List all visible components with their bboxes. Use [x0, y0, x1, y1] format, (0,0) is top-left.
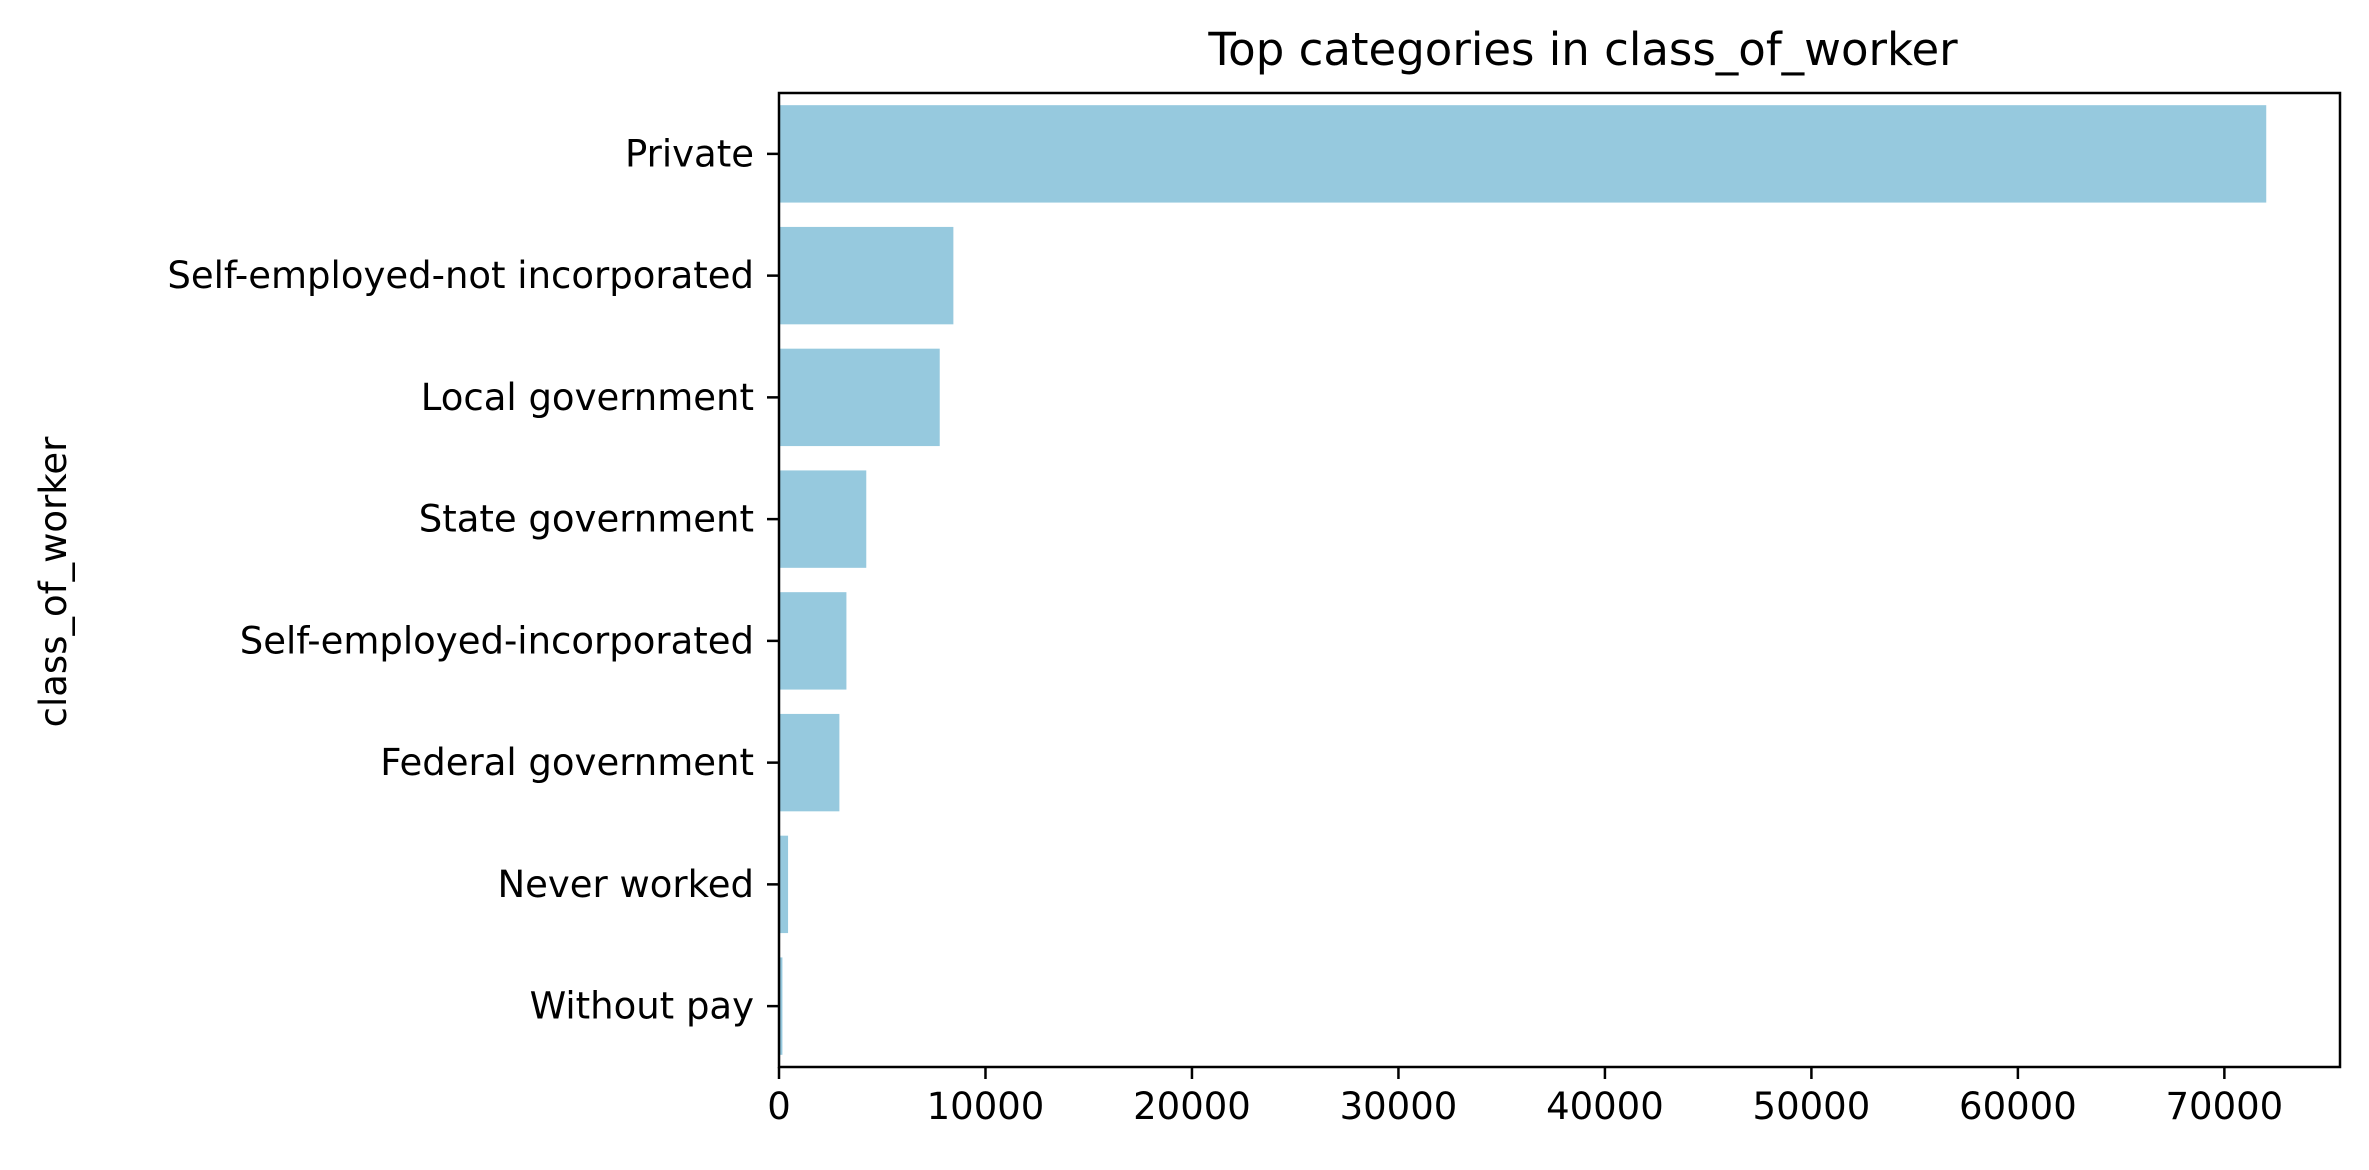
- chart-title: Top categories in class_of_worker: [1207, 23, 1958, 76]
- y-axis-ticks: Private Self-employed-not incorporated Loc…: [167, 132, 779, 1028]
- y-tick-label: Never worked: [497, 863, 754, 906]
- plot-frame: [777, 91, 2342, 1069]
- x-tick-label: 30000: [1340, 1085, 1458, 1128]
- y-tick-label: Without pay: [530, 985, 754, 1028]
- bar-state-government: [779, 470, 867, 568]
- bar-without-pay: [779, 957, 783, 1055]
- x-tick-label: 0: [767, 1085, 791, 1128]
- x-tick-label: 20000: [1133, 1085, 1251, 1128]
- y-tick-label: Self-employed-incorporated: [240, 619, 754, 662]
- y-tick-label: Private: [625, 132, 754, 175]
- bar-private: [779, 105, 2267, 203]
- x-tick-label: 50000: [1753, 1085, 1871, 1128]
- bar-self-employed-not-incorporated: [779, 226, 954, 325]
- x-tick-label: 60000: [1959, 1085, 2077, 1128]
- x-axis-ticks: 0 10000 20000 30000 40000 50000 60000 70000: [767, 1067, 2283, 1128]
- y-tick-label: Federal government: [380, 741, 754, 784]
- bar-never-worked: [779, 835, 789, 934]
- y-tick-label: Local government: [421, 376, 754, 419]
- bar-self-employed-incorporated: [779, 592, 847, 690]
- x-tick-label: 40000: [1546, 1085, 1664, 1128]
- y-tick-label: Self-employed-not incorporated: [167, 254, 754, 297]
- bar-federal-government: [779, 713, 840, 812]
- x-tick-label: 10000: [927, 1085, 1045, 1128]
- y-axis-label: class_of_worker: [32, 436, 75, 727]
- y-tick-label: State government: [419, 498, 754, 541]
- bars-layer: [779, 105, 2267, 1055]
- x-tick-label: 70000: [2166, 1085, 2284, 1128]
- bar-local-government: [779, 348, 940, 447]
